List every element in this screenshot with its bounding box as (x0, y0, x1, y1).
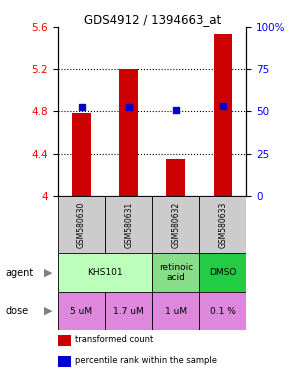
Text: GSM580633: GSM580633 (218, 202, 227, 248)
Bar (199, 292, 246, 330)
Text: 5 uM: 5 uM (70, 306, 93, 316)
Bar (166, 159, 185, 196)
Text: ▶: ▶ (44, 306, 52, 316)
Text: agent: agent (6, 268, 34, 278)
Bar (119, 69, 138, 196)
Text: transformed count: transformed count (75, 335, 154, 344)
Bar (105, 292, 152, 330)
Bar (105, 196, 152, 253)
Bar (199, 253, 246, 292)
Text: 1 uM: 1 uM (165, 306, 187, 316)
Bar (199, 196, 246, 253)
Title: GDS4912 / 1394663_at: GDS4912 / 1394663_at (84, 13, 221, 26)
Text: KHS101: KHS101 (87, 268, 123, 277)
Bar (152, 253, 200, 292)
Text: retinoic
acid: retinoic acid (159, 263, 193, 282)
Bar (58, 196, 105, 253)
Text: DMSO: DMSO (209, 268, 237, 277)
Text: GSM580632: GSM580632 (171, 202, 180, 248)
Bar (152, 292, 200, 330)
Bar (72, 114, 91, 196)
Text: 1.7 uM: 1.7 uM (113, 306, 144, 316)
Bar (58, 292, 105, 330)
Bar (213, 34, 232, 196)
Bar (152, 196, 200, 253)
Text: dose: dose (6, 306, 29, 316)
Text: 0.1 %: 0.1 % (210, 306, 236, 316)
Text: ▶: ▶ (44, 268, 52, 278)
Bar (58, 253, 152, 292)
Text: GSM580630: GSM580630 (77, 202, 86, 248)
Text: GSM580631: GSM580631 (124, 202, 133, 248)
Text: percentile rank within the sample: percentile rank within the sample (75, 356, 218, 366)
